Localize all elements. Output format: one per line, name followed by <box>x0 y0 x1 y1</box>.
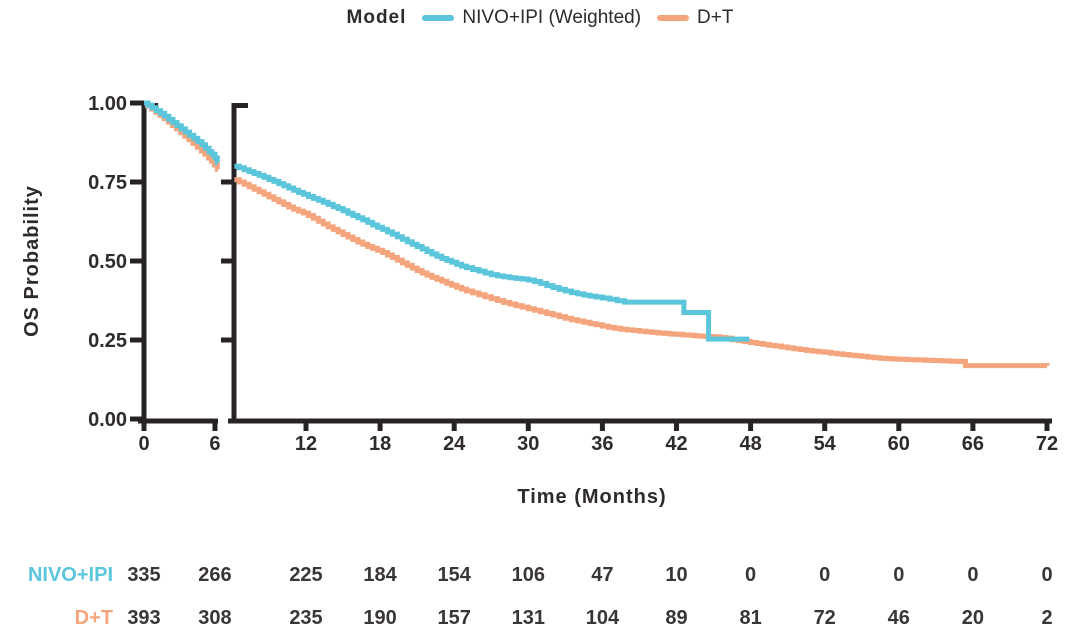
risk-row-dt: D+T 393 308 235 190 157 131 104 89 81 72 46 20 2 <box>0 605 1080 631</box>
risk-count: 10 <box>665 564 688 586</box>
y-axis-break <box>231 103 248 421</box>
x-tick-label: 30 <box>517 433 539 455</box>
risk-count: 81 <box>739 607 762 629</box>
x-tick-label: 54 <box>814 433 837 455</box>
legend-label-dt: D+T <box>697 7 734 28</box>
risk-count: 157 <box>437 607 471 629</box>
y-tick-label: 0.75 <box>88 172 127 194</box>
x-tick-label: 18 <box>369 433 391 455</box>
y-tick-label: 1.00 <box>88 93 127 115</box>
risk-count: 184 <box>363 564 397 586</box>
survival-chart: 1.00 0.75 0.50 0.25 0.00 0 6 12 18 24 30 36 42 48 54 60… <box>21 93 1058 508</box>
km-curve-panel2 <box>234 163 750 342</box>
risk-count: 46 <box>887 607 910 629</box>
legend-item-nivo-ipi: NIVO+IPI (Weighted) <box>422 7 641 29</box>
risk-count: 393 <box>127 607 161 629</box>
legend: Model NIVO+IPI (Weighted) D+T <box>0 7 1080 29</box>
y-tick-label: 0.25 <box>88 330 127 352</box>
legend-label-nivo-ipi: NIVO+IPI (Weighted) <box>462 7 642 28</box>
legend-item-dt: D+T <box>657 7 733 29</box>
x-tick-label: 60 <box>888 433 910 455</box>
x-tick-label: 72 <box>1036 433 1058 455</box>
x-tick-label: 12 <box>295 433 317 455</box>
risk-count: 0 <box>967 564 979 586</box>
risk-count: 266 <box>198 564 232 586</box>
risk-count: 106 <box>511 564 545 586</box>
x-axis-title: Time (Months) <box>517 486 666 508</box>
risk-count: 154 <box>437 564 471 586</box>
risk-count: 131 <box>511 607 545 629</box>
x-tick-label: 0 <box>138 433 149 455</box>
risk-count: 0 <box>745 564 757 586</box>
x-tick-label: 48 <box>739 433 761 455</box>
legend-title: Model <box>346 7 407 28</box>
x-tick-label: 6 <box>209 433 220 455</box>
risk-count: 104 <box>585 607 620 629</box>
risk-count: 190 <box>363 607 397 629</box>
risk-count: 235 <box>289 607 323 629</box>
risk-count: 20 <box>961 607 985 629</box>
risk-row-label: NIVO+IPI <box>27 564 113 586</box>
y-tick-label: 0.50 <box>88 251 127 273</box>
risk-count: 0 <box>893 564 905 586</box>
risk-row-nivo-ipi: NIVO+IPI 335 266 225 184 154 106 47 10 0 0 0 0 0 <box>0 562 1080 588</box>
km-curve-panel1 <box>144 100 220 165</box>
risk-count: 47 <box>591 564 614 586</box>
axes <box>130 100 1052 431</box>
risk-count: 89 <box>665 607 688 629</box>
x-tick-label: 42 <box>665 433 687 455</box>
risk-row-label: D+T <box>74 607 113 629</box>
y-axis <box>141 103 158 421</box>
legend-line-icon <box>422 15 455 21</box>
axis-labels: 1.00 0.75 0.50 0.25 0.00 0 6 12 18 24 30 36 42 48 54 60… <box>21 93 1058 508</box>
series-d-t <box>144 100 1050 369</box>
y-tick-label: 0.00 <box>88 409 127 431</box>
risk-count: 308 <box>198 607 232 629</box>
risk-count: 2 <box>1041 607 1053 629</box>
x-tick-label: 24 <box>443 433 466 455</box>
x-tick-label: 36 <box>591 433 613 455</box>
km-curve-panel2 <box>234 177 1050 369</box>
series-nivo-ipi-weighted- <box>144 100 750 342</box>
risk-count: 0 <box>819 564 831 586</box>
risk-count: 335 <box>127 564 161 586</box>
y-axis-title: OS Probability <box>21 185 43 337</box>
risk-count: 0 <box>1041 564 1053 586</box>
risk-count: 72 <box>813 607 836 629</box>
risk-count: 225 <box>289 564 323 586</box>
legend-line-icon <box>657 15 690 21</box>
x-tick-label: 66 <box>962 433 984 455</box>
